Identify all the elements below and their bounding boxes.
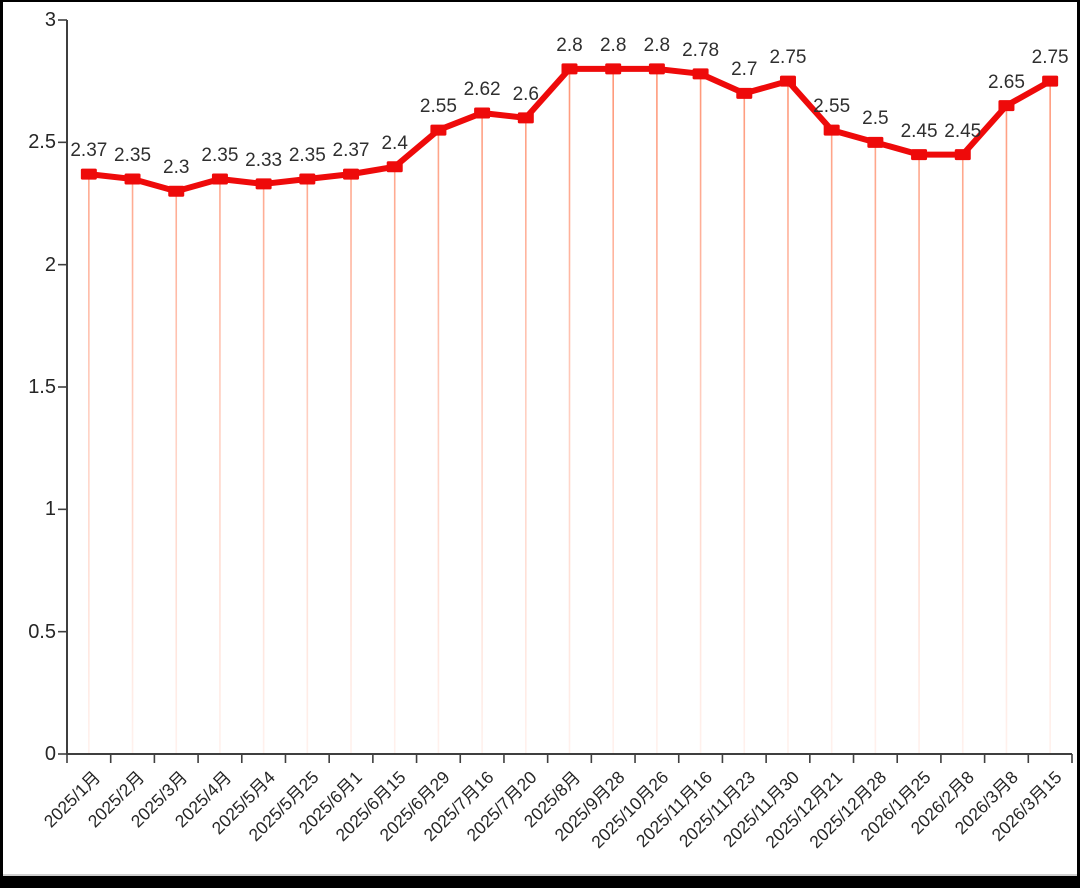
- data-point-marker: [692, 68, 709, 80]
- value-label: 2.35: [114, 145, 152, 167]
- y-axis-label: 1: [44, 498, 56, 521]
- data-point-marker: [867, 136, 884, 148]
- data-point-marker: [168, 185, 185, 197]
- value-label: 2.8: [556, 34, 583, 56]
- value-label: 2.62: [463, 78, 501, 100]
- y-axis-label: 3: [44, 9, 56, 31]
- data-point-marker: [386, 161, 403, 173]
- value-label: 2.6: [512, 83, 540, 105]
- data-point-marker: [648, 63, 665, 75]
- y-axis-label: 1.5: [28, 376, 56, 398]
- value-label: 2.65: [987, 71, 1025, 93]
- y-axis-label: 2: [44, 253, 56, 276]
- value-label: 2.5: [862, 108, 889, 130]
- y-axis-label: 2.5: [28, 131, 56, 154]
- value-label: 2.7: [731, 59, 758, 81]
- data-point-marker: [954, 149, 971, 161]
- value-label: 2.78: [682, 39, 720, 61]
- data-point-marker: [474, 107, 491, 119]
- data-point-marker: [299, 173, 316, 185]
- data-point-marker: [1042, 75, 1059, 87]
- data-point-marker: [561, 63, 578, 75]
- y-axis-label: 0.5: [28, 620, 56, 643]
- data-point-marker: [911, 149, 928, 161]
- data-point-marker: [343, 168, 360, 180]
- chart-canvas: [58, 19, 1073, 763]
- data-point-marker: [998, 100, 1015, 112]
- bottom-black-bar: [3, 876, 1077, 888]
- value-label: 2.55: [419, 96, 457, 118]
- value-label: 2.8: [643, 34, 671, 56]
- data-point-marker: [736, 87, 753, 99]
- y-axis-label: 0: [44, 743, 56, 765]
- data-point-marker: [517, 112, 534, 124]
- value-label: 2.75: [1031, 47, 1069, 69]
- bottom-divider-line: [3, 874, 1077, 876]
- line-chart: 0 0.5 1 1.5 2 2.5 3 2.37 2.35 2.3 2.35 2.33 2.35 2.37…: [3, 2, 1077, 888]
- data-point-marker: [255, 178, 272, 190]
- value-label: 2.37: [70, 140, 108, 162]
- value-label: 2.33: [245, 149, 283, 171]
- value-label: 2.75: [769, 47, 807, 69]
- data-point-marker: [779, 75, 796, 87]
- value-label: 2.45: [900, 120, 938, 142]
- data-point-marker: [430, 124, 447, 136]
- value-label: 2.4: [381, 132, 408, 154]
- data-point-marker: [124, 173, 141, 185]
- value-label: 2.55: [813, 96, 851, 118]
- value-label: 2.35: [201, 145, 239, 167]
- data-point-marker: [80, 168, 97, 180]
- value-label: 2.37: [332, 140, 370, 162]
- value-label: 2.45: [944, 120, 982, 142]
- value-label: 2.8: [599, 34, 627, 56]
- value-label: 2.3: [163, 157, 190, 179]
- data-point-marker: [605, 63, 622, 75]
- data-point-marker: [211, 173, 228, 185]
- data-point-marker: [823, 124, 840, 136]
- value-label: 2.35: [288, 145, 326, 167]
